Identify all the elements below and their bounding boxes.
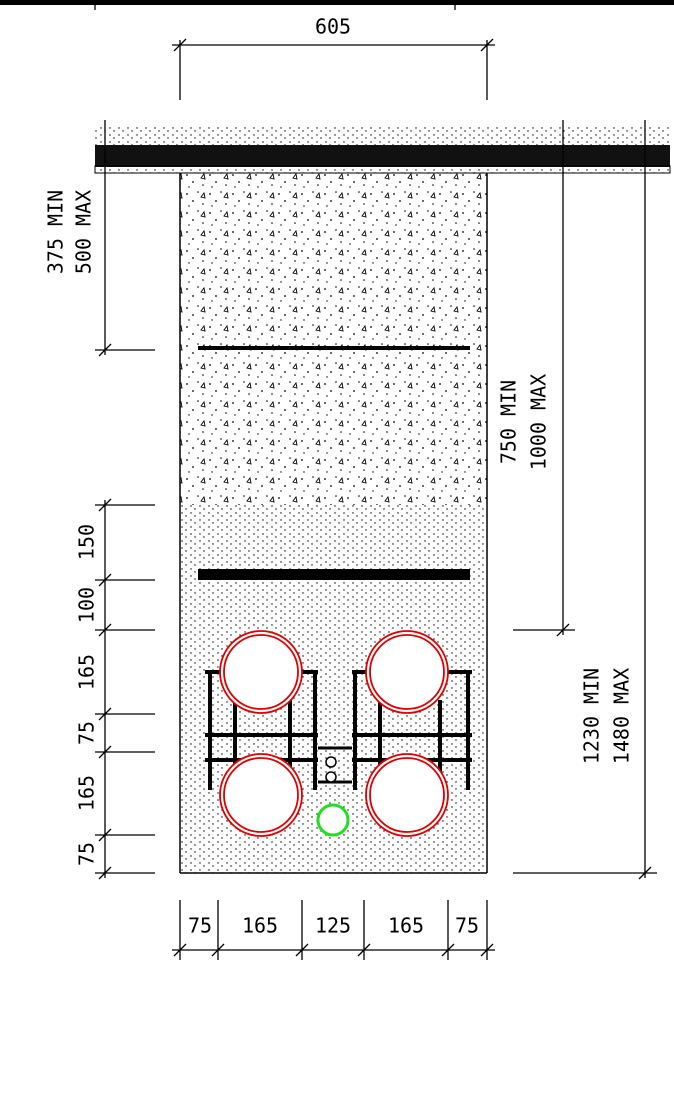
dim-top xyxy=(172,38,495,100)
small-duct xyxy=(325,771,337,783)
dim-label: 1230 MIN xyxy=(580,668,604,764)
pipe xyxy=(365,630,449,714)
dim-label: 125 xyxy=(315,914,351,938)
dim-label: 165 xyxy=(75,654,99,690)
pipe xyxy=(219,753,303,837)
dim-label: 75 xyxy=(455,914,479,938)
dim-depth-2 xyxy=(513,120,575,637)
top-border xyxy=(0,0,674,5)
dim-bottom-stack xyxy=(172,900,495,960)
pipes xyxy=(219,630,449,837)
dim-label: 500 MAX xyxy=(72,190,96,274)
asphalt-layer xyxy=(95,145,670,167)
dim-label: 165 xyxy=(242,914,278,938)
dim-label: 375 MIN xyxy=(44,190,68,274)
dim-label: 1480 MAX xyxy=(610,668,634,764)
dim-label: 75 xyxy=(188,914,212,938)
pipe-inner xyxy=(223,634,299,710)
pipe xyxy=(365,753,449,837)
dim-label: 165 xyxy=(388,914,424,938)
dim-label: 150 xyxy=(75,524,99,560)
dim-label: 750 MIN xyxy=(497,380,521,464)
surface-layer xyxy=(95,125,670,145)
base-layer xyxy=(94,165,671,174)
earth-conductor xyxy=(316,803,350,837)
warning-tape xyxy=(198,346,470,350)
dim-label: 100 xyxy=(75,587,99,623)
small-duct xyxy=(325,756,337,768)
dim-label: 75 xyxy=(75,721,99,745)
pipe-inner xyxy=(223,757,299,833)
protection-slab xyxy=(198,569,470,580)
dim-label: 605 xyxy=(315,15,351,39)
dim-depth-3 xyxy=(513,120,657,880)
dim-label: 75 xyxy=(75,842,99,866)
dim-depth-1 xyxy=(95,120,155,357)
dim-label: 165 xyxy=(75,775,99,811)
backfill-upper xyxy=(180,173,487,505)
pipe-inner xyxy=(369,757,445,833)
dim-label: 1000 MAX xyxy=(527,374,551,470)
pipe xyxy=(219,630,303,714)
pipe-inner xyxy=(369,634,445,710)
spacer-link xyxy=(318,746,352,784)
dim-left-stack xyxy=(95,498,155,880)
